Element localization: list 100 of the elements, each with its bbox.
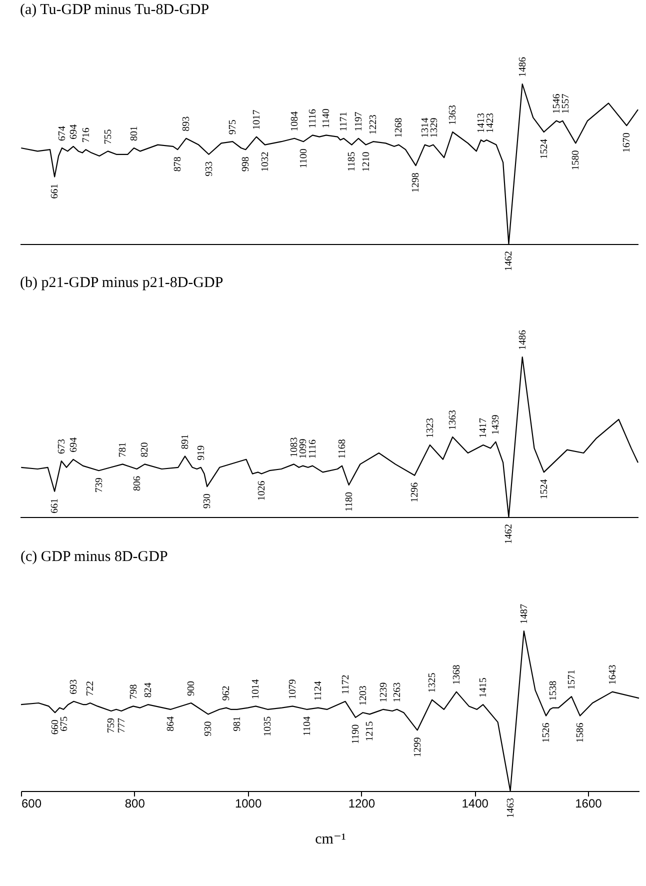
annotation: 1439 xyxy=(490,414,502,435)
annotation: 1223 xyxy=(368,114,380,135)
annotation: 739 xyxy=(94,478,105,493)
annotation: 1670 xyxy=(622,132,633,153)
annotation: 1415 xyxy=(478,678,490,698)
annotation: 820 xyxy=(140,442,151,458)
chart-title: (c) GDP minus 8D-GDP xyxy=(20,549,168,565)
annotation: 1557 xyxy=(560,94,572,114)
annotation: 1268 xyxy=(394,118,405,138)
annotation: 660 xyxy=(50,720,62,735)
x-tick-label: 600 xyxy=(22,796,42,810)
annotation: 900 xyxy=(186,681,198,696)
annotation: 1172 xyxy=(340,674,352,694)
chart-title: (b) p21-GDP minus p21-8D-GDP xyxy=(20,275,224,291)
annotation: 777 xyxy=(116,718,128,733)
annotation: 1026 xyxy=(256,480,268,501)
x-tick-label: 1400 xyxy=(462,796,489,810)
annotation: 1526 xyxy=(541,722,552,743)
annotation: 1643 xyxy=(607,664,618,685)
annotation: 1546 xyxy=(551,94,562,114)
annotation: 694 xyxy=(68,124,80,140)
annotation: 1329 xyxy=(428,118,440,138)
annotation: 716 xyxy=(80,128,92,143)
annotation: 1116 xyxy=(308,440,319,459)
annotation: 1486 xyxy=(517,57,528,77)
annotation: 798 xyxy=(128,684,140,700)
annotation: 1314 xyxy=(420,118,431,138)
annotation: 1486 xyxy=(517,330,528,350)
annotation: 919 xyxy=(196,445,207,460)
annotation: 694 xyxy=(68,437,80,452)
annotation: 801 xyxy=(128,126,140,141)
annotation: 1299 xyxy=(412,737,424,758)
annotation: 1168 xyxy=(337,439,348,459)
annotation: 1586 xyxy=(575,722,586,743)
annotation: 1083 xyxy=(288,437,300,458)
annotation: 1032 xyxy=(260,152,271,172)
annotation: 1462 xyxy=(504,251,515,271)
annotation: 1197 xyxy=(353,112,364,132)
annotation: 878 xyxy=(172,156,184,172)
annotation: 1124 xyxy=(313,681,324,701)
x-axis-title: cm⁻¹ xyxy=(315,832,346,848)
annotation: 962 xyxy=(221,686,232,701)
annotation: 759 xyxy=(106,718,118,733)
x-tick-label: 1600 xyxy=(575,796,602,810)
annotation: 1190 xyxy=(350,724,362,744)
annotation: 1325 xyxy=(427,672,438,693)
chart-title: (a) Tu-GDP minus Tu-8D-GDP xyxy=(20,2,210,18)
annotation: 1263 xyxy=(392,682,403,702)
annotation: 930 xyxy=(202,494,214,509)
annotation: 1462 xyxy=(504,524,515,544)
annotation: 661 xyxy=(50,498,61,514)
annotation: 824 xyxy=(143,682,154,698)
annotation: 755 xyxy=(102,129,114,144)
x-tick-label: 1200 xyxy=(348,796,376,810)
annotation: 1239 xyxy=(378,682,390,702)
annotation: 1014 xyxy=(250,679,262,700)
annotation: 893 xyxy=(181,116,192,132)
annotation: 1171 xyxy=(338,112,350,132)
annotation: 864 xyxy=(166,716,177,732)
annotation: 1463 xyxy=(505,798,516,818)
annotation: 693 xyxy=(68,679,80,694)
annotation: 1538 xyxy=(548,680,559,701)
annotation: 1140 xyxy=(321,108,332,128)
annotation: 1185 xyxy=(346,152,358,172)
annotation: 1079 xyxy=(288,679,299,700)
annotation: 1104 xyxy=(302,716,313,736)
annotation: 1100 xyxy=(298,148,310,168)
annotation: 891 xyxy=(180,434,191,450)
annotation: 1210 xyxy=(360,152,372,172)
annotation: 930 xyxy=(203,721,214,736)
annotation: 1487 xyxy=(518,604,530,624)
annotation: 1524 xyxy=(538,139,550,159)
annotation: 674 xyxy=(56,126,68,141)
annotation: 1116 xyxy=(308,108,319,128)
annotation: 975 xyxy=(228,120,239,135)
annotation: 998 xyxy=(240,156,252,172)
annotation: 1363 xyxy=(448,105,459,125)
annotation: 781 xyxy=(118,442,129,458)
annotation: 1035 xyxy=(262,716,274,736)
annotation: 1580 xyxy=(570,150,582,170)
annotation: 1084 xyxy=(289,111,300,132)
annotation: 1417 xyxy=(478,418,490,438)
annotation: 1180 xyxy=(344,492,355,512)
annotation: 1099 xyxy=(298,438,309,459)
annotation: 675 xyxy=(59,716,70,732)
x-tick-label: 800 xyxy=(124,796,146,810)
annotation: 1203 xyxy=(358,686,369,706)
annotation: 981 xyxy=(232,716,244,732)
annotation: 1298 xyxy=(410,172,422,193)
annotation: 661 xyxy=(50,184,61,199)
annotation: 673 xyxy=(56,439,68,454)
annotation: 1413 xyxy=(476,113,487,133)
annotation: 1296 xyxy=(410,482,421,502)
annotation: 1524 xyxy=(538,479,550,500)
annotation: 1571 xyxy=(566,670,578,690)
annotation: 722 xyxy=(85,681,96,696)
annotation: 806 xyxy=(132,476,143,491)
annotation: 1368 xyxy=(451,664,462,685)
annotation: 1017 xyxy=(251,110,262,130)
annotation: 1215 xyxy=(364,721,376,742)
